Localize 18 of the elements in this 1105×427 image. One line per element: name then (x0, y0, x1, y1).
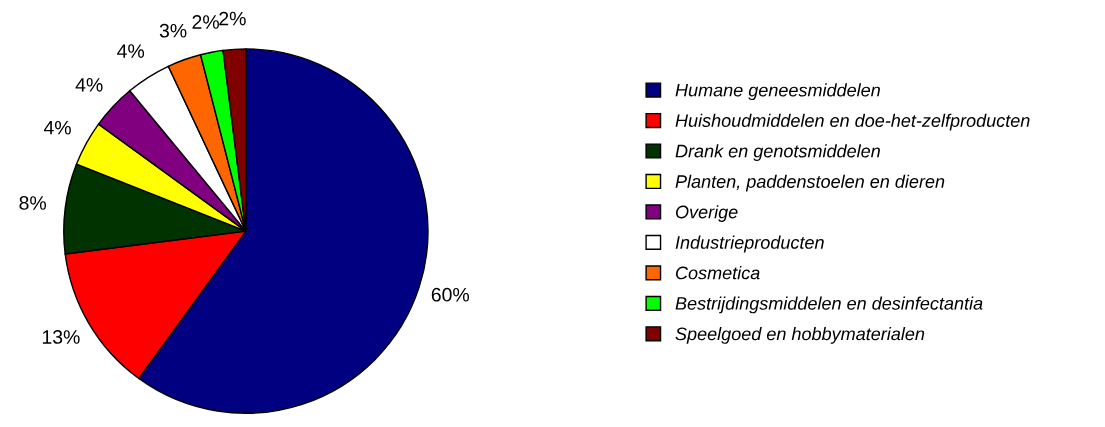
data-label: 3% (159, 23, 187, 38)
legend-label: Huishoudmiddelen en doe-het-zelfproducten (675, 113, 1030, 131)
data-label: 4% (117, 44, 145, 58)
data-label: 60% (431, 287, 470, 302)
data-label: 4% (43, 120, 71, 135)
legend-label: Cosmetica (675, 266, 760, 280)
data-label: 13% (42, 330, 80, 344)
data-label: 2% (192, 15, 219, 29)
data-label: 4% (75, 78, 103, 92)
data-label: 2% (219, 11, 246, 26)
legend-label: Drank en genotsmiddelen (675, 144, 880, 162)
data-label: 8% (19, 196, 47, 210)
legend-label: Industrieproducten (675, 235, 824, 253)
legend-label: Overige (675, 205, 738, 222)
legend-label: Bestrijdingsmiddelen en desinfectantia (675, 296, 983, 314)
legend-label: Planten, paddenstoelen en dieren (675, 174, 945, 192)
legend-label: Speelgoed en hobbymaterialen (675, 327, 925, 344)
legend-label: Humane geneesmiddelen (675, 83, 880, 101)
